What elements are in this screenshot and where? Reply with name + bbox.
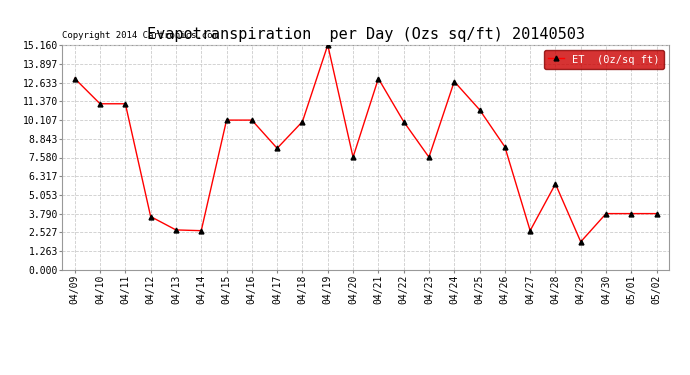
ET  (0z/sq ft): [172, 228, 180, 232]
ET  (0z/sq ft): [197, 228, 206, 233]
ET  (0z/sq ft): [526, 228, 534, 233]
ET  (0z/sq ft): [146, 214, 155, 219]
ET  (0z/sq ft): [222, 118, 230, 122]
ET  (0z/sq ft): [374, 76, 382, 81]
ET  (0z/sq ft): [273, 146, 282, 150]
ET  (0z/sq ft): [627, 211, 635, 216]
ET  (0z/sq ft): [96, 102, 104, 106]
ET  (0z/sq ft): [501, 145, 509, 149]
ET  (0z/sq ft): [577, 240, 585, 244]
Legend: ET  (0z/sq ft): ET (0z/sq ft): [544, 50, 664, 69]
ET  (0z/sq ft): [121, 102, 130, 106]
ET  (0z/sq ft): [425, 155, 433, 159]
ET  (0z/sq ft): [602, 211, 610, 216]
ET  (0z/sq ft): [248, 118, 256, 122]
Text: Copyright 2014 Cartronics.com: Copyright 2014 Cartronics.com: [62, 32, 218, 40]
ET  (0z/sq ft): [298, 119, 306, 124]
ET  (0z/sq ft): [400, 119, 408, 124]
Title: Evapotranspiration  per Day (Ozs sq/ft) 20140503: Evapotranspiration per Day (Ozs sq/ft) 2…: [147, 27, 584, 42]
ET  (0z/sq ft): [349, 155, 357, 159]
ET  (0z/sq ft): [551, 182, 560, 186]
ET  (0z/sq ft): [324, 43, 332, 47]
ET  (0z/sq ft): [450, 79, 458, 84]
ET  (0z/sq ft): [653, 211, 661, 216]
ET  (0z/sq ft): [70, 76, 79, 81]
ET  (0z/sq ft): [475, 108, 484, 112]
Line: ET  (0z/sq ft): ET (0z/sq ft): [72, 43, 659, 244]
